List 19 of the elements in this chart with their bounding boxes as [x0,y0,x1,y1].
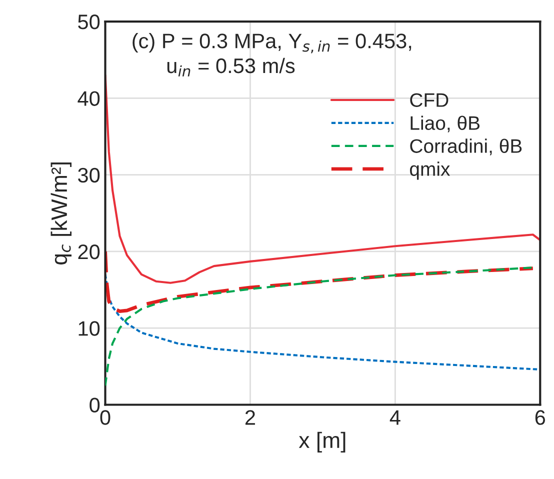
legend-label: CFD [410,93,448,107]
y-tick-label: 10 [78,321,100,336]
y-axis-title: q$_{c}$ [kW/m²] [50,162,72,264]
y-tick-label: 50 [78,14,100,30]
y-tick-label: 0 [90,398,100,413]
x-tick-label: 0 [100,410,110,425]
y-tick-label: 20 [78,244,100,260]
x-axis-title: x [m] [298,432,346,453]
text: (c) P = 0.3 MPa, Y$_{s,in}$ = 0.453, u$_{in}$ = 0.53 m/s [132,33,412,76]
y-tick-label: 40 [78,91,100,106]
x-tick-label: 2 [245,410,255,425]
legend-label: Liao, θB [410,116,480,132]
line-series [105,250,535,313]
x-tick-label: 6 [535,410,546,425]
y-tick-label: 30 [78,168,100,183]
line-series [105,266,534,387]
x-tick-label: 4 [390,410,400,425]
legend-label: Corradini, θB [410,138,522,156]
legend-label: qmix [410,162,450,180]
